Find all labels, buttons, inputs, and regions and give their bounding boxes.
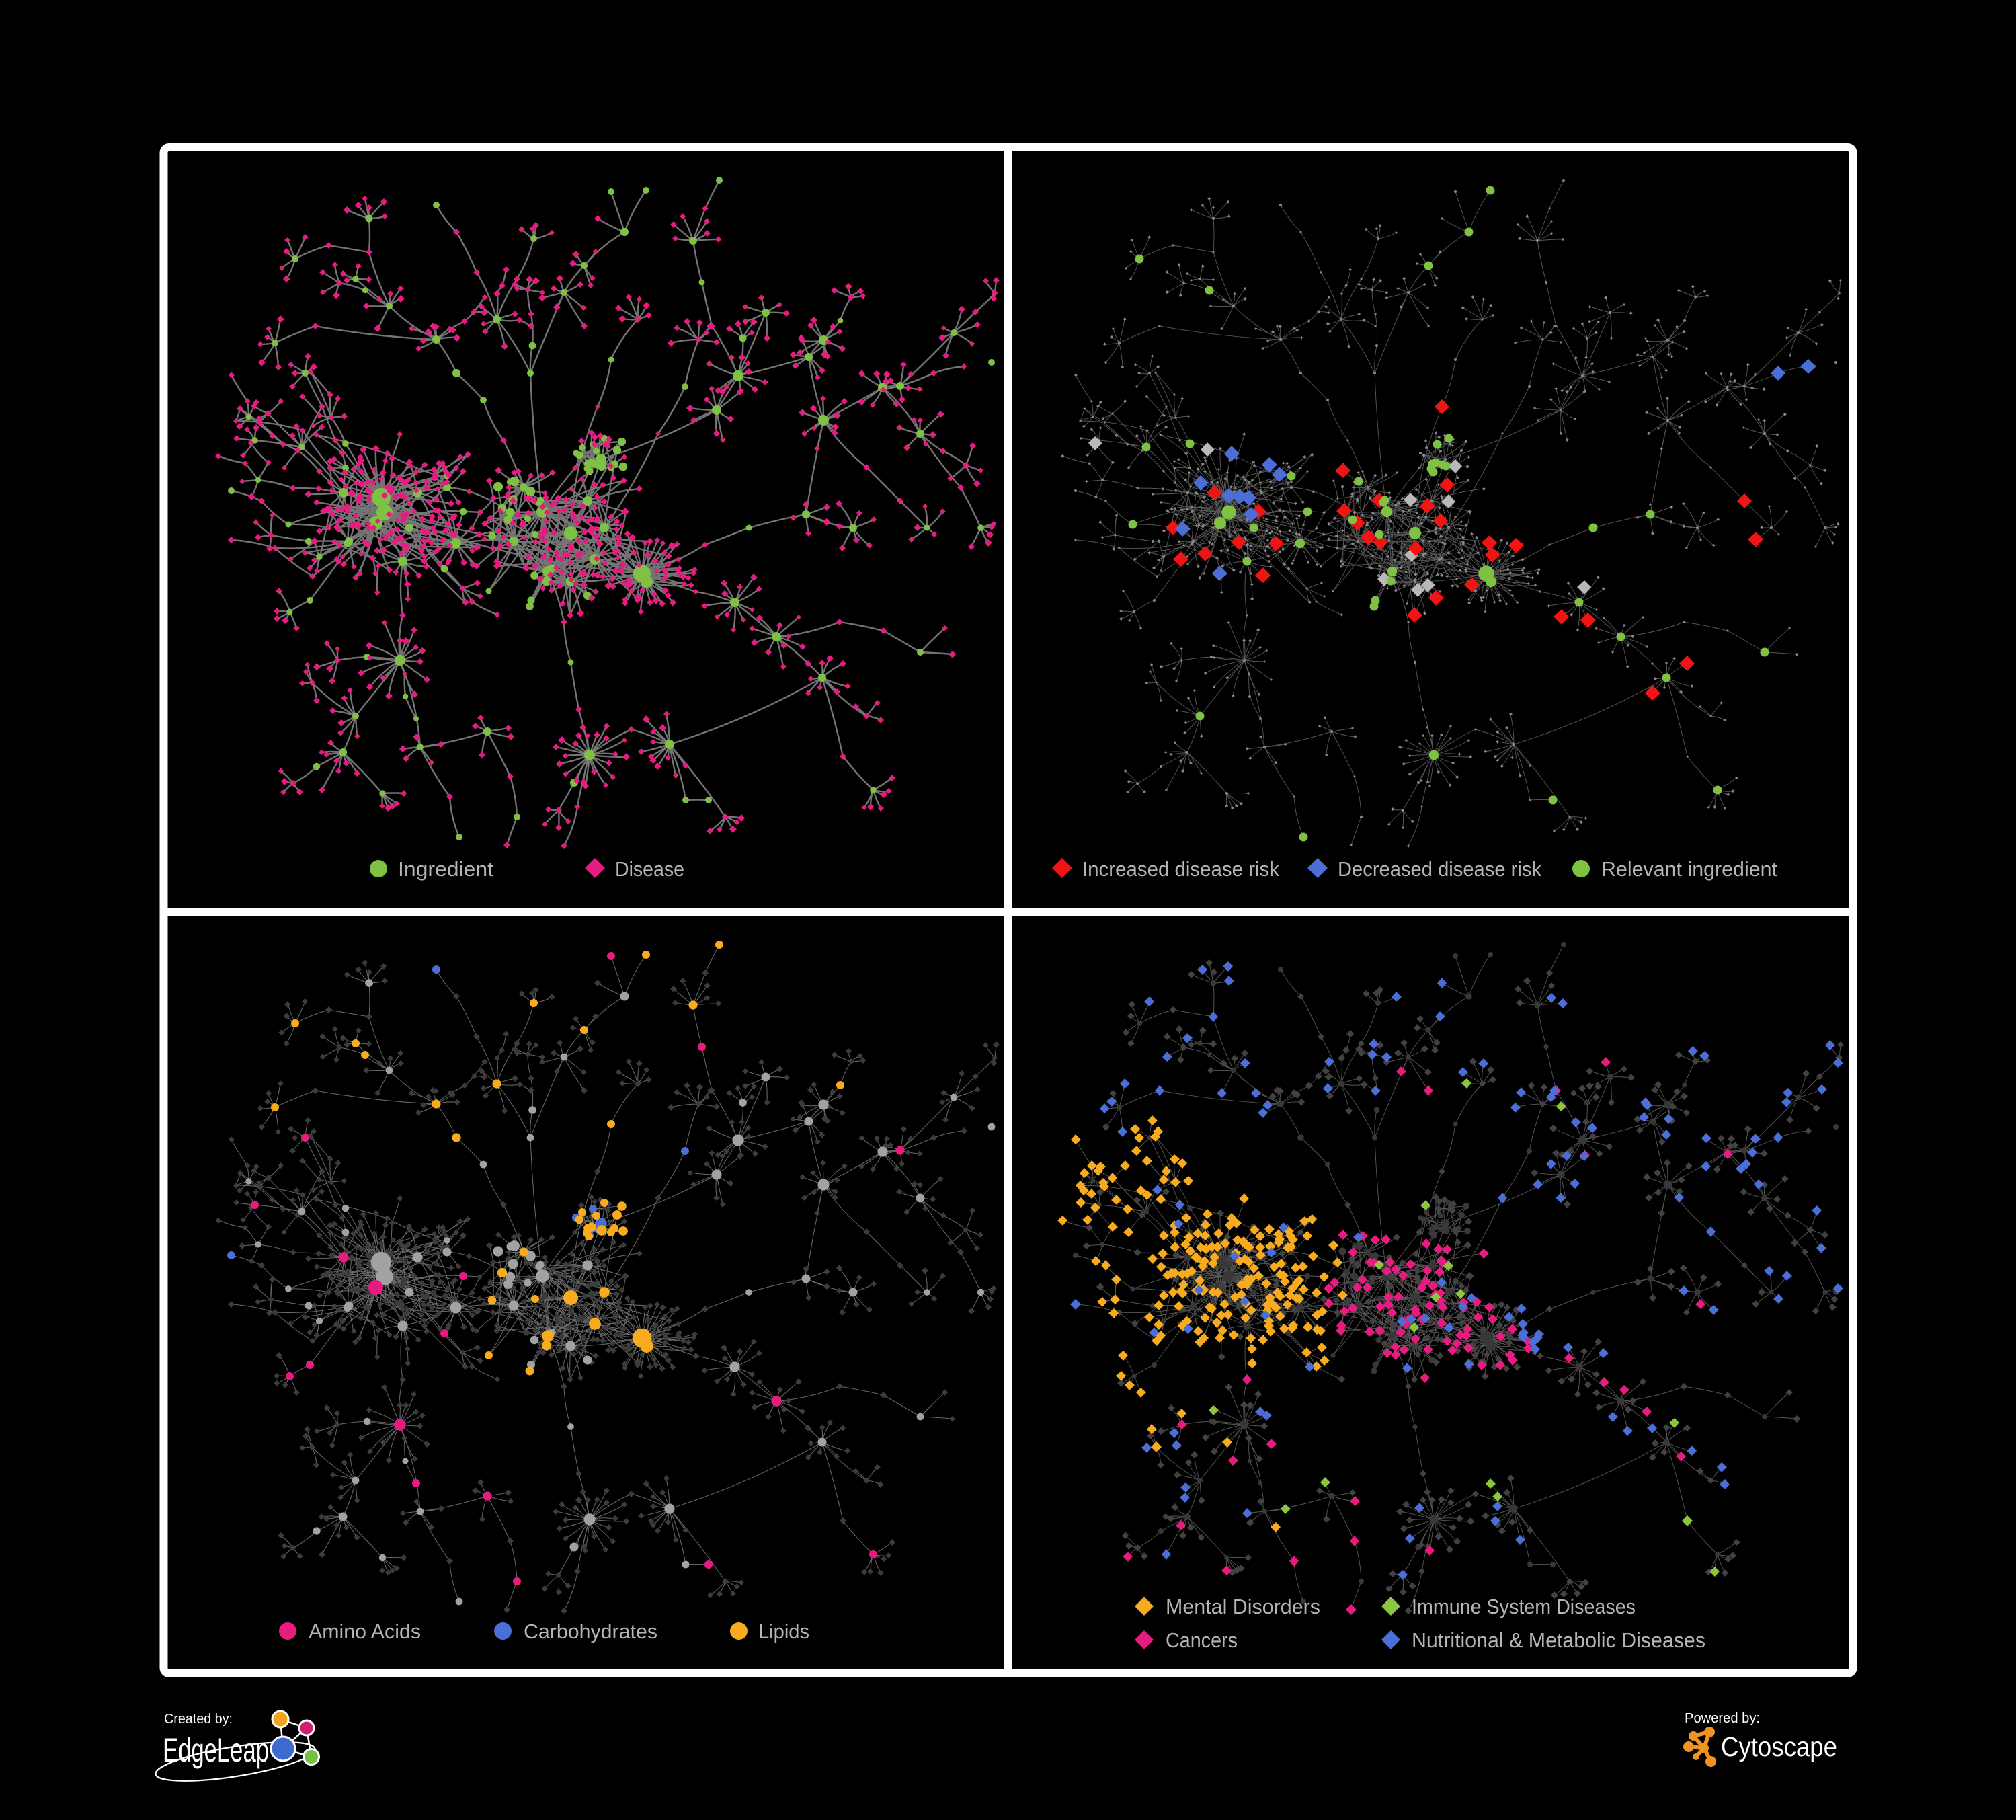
svg-text:Lipids: Lipids	[758, 1620, 809, 1643]
svg-text:Mental Disorders: Mental Disorders	[1166, 1595, 1320, 1618]
svg-text:Amino Acids: Amino Acids	[309, 1620, 421, 1643]
svg-text:Immune System Diseases: Immune System Diseases	[1412, 1595, 1636, 1618]
svg-text:Increased disease risk: Increased disease risk	[1082, 857, 1279, 881]
svg-text:Carbohydrates: Carbohydrates	[524, 1620, 657, 1643]
svg-text:Cytoscape: Cytoscape	[1721, 1731, 1837, 1762]
svg-text:Relevant ingredient: Relevant ingredient	[1601, 857, 1777, 881]
svg-text:Cancers: Cancers	[1166, 1628, 1238, 1652]
svg-text:Powered by:: Powered by:	[1685, 1711, 1760, 1726]
svg-text:Decreased disease risk: Decreased disease risk	[1338, 857, 1541, 881]
svg-text:Ingredient: Ingredient	[398, 857, 493, 881]
svg-text:Disease: Disease	[615, 857, 684, 881]
svg-text:Nutritional & Metabolic Diseas: Nutritional & Metabolic Diseases	[1412, 1628, 1705, 1652]
svg-text:Created by:: Created by:	[164, 1712, 233, 1727]
